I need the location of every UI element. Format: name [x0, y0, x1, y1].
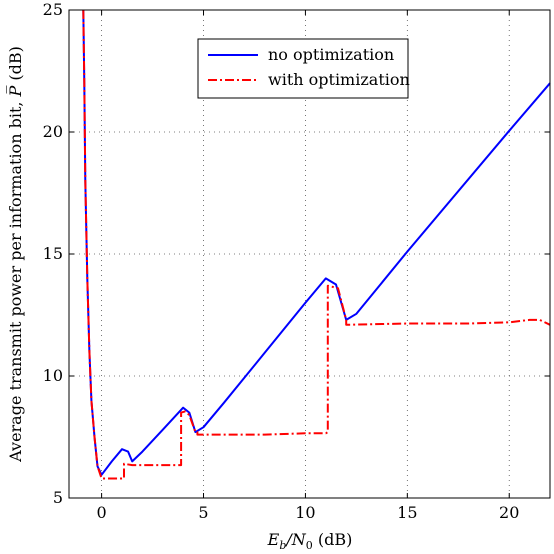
y-axis-label: Average transmit power per information b… — [5, 46, 25, 463]
y-tick-label: 5 — [53, 488, 63, 507]
y-tick-label: 25 — [43, 0, 63, 19]
y-tick-label: 20 — [43, 122, 63, 141]
y-label-unit: (dB) — [6, 46, 25, 86]
x-label-unit: (dB) — [313, 530, 353, 549]
series-layer — [82, 9, 551, 480]
legend-label-with-optimization: with optimization — [268, 70, 410, 89]
x-tick-label: 0 — [97, 503, 107, 522]
x-label-slash: /N — [284, 530, 306, 549]
x-label-e: E — [267, 530, 280, 549]
series-line-with-optimization — [82, 9, 551, 480]
x-label-zero: 0 — [306, 539, 313, 552]
x-axis-label: Eb/N0 (dB) — [267, 530, 353, 552]
legend: no optimization with optimization — [197, 38, 410, 99]
x-tick-label: 10 — [295, 503, 315, 522]
ticks: 0 5 10 15 20 5 10 15 20 25 — [43, 0, 550, 522]
x-label-b: b — [279, 539, 286, 552]
x-tick-label: 15 — [397, 503, 417, 522]
x-tick-label: 5 — [198, 503, 208, 522]
legend-box — [197, 38, 409, 99]
x-tick-label: 20 — [499, 503, 519, 522]
y-label-text: Average transmit power per information b… — [6, 96, 25, 462]
y-tick-label: 15 — [43, 244, 63, 263]
y-tick-label: 10 — [43, 366, 63, 385]
legend-label-no-optimization: no optimization — [268, 45, 394, 64]
y-label-symbol: P̅ — [5, 85, 25, 97]
